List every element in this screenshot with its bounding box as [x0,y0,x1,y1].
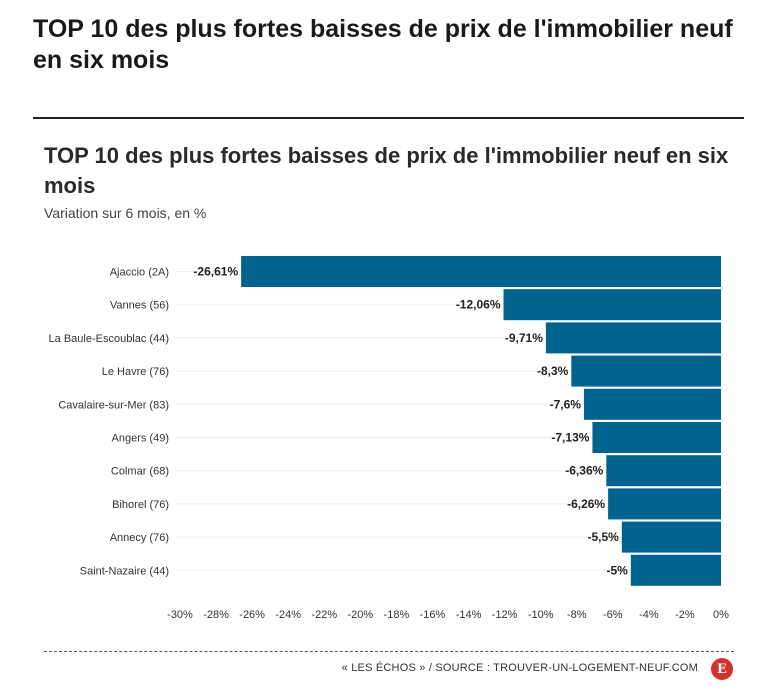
category-label: Ajaccio (2A) [110,267,169,279]
bar [630,554,721,586]
bar [606,455,721,487]
bar [592,422,721,453]
bar [545,322,721,354]
chart-title: TOP 10 des plus fortes baisses de prix d… [44,143,729,198]
bar [571,355,721,387]
bar [621,521,721,553]
x-tick-label: -24% [275,609,301,621]
x-tick-label: -8% [567,609,587,621]
category-label: Le Havre (76) [102,366,169,378]
category-label: Annecy (76) [110,532,169,544]
x-tick-label: -10% [528,609,554,621]
les-echos-logo: E [711,658,733,680]
value-label: -12,06% [456,298,501,312]
bar [583,388,721,420]
x-tick-label: -2% [675,609,695,621]
value-label: -6,26% [567,497,605,511]
x-tick-label: -30% [167,609,193,621]
source-credit: « LES ÉCHOS » / SOURCE : TROUVER-UN-LOGE… [341,662,698,674]
value-label: -6,36% [565,464,603,478]
footer-divider [44,651,734,652]
category-label: Angers (49) [112,433,169,445]
header-divider [33,117,744,119]
category-label: Saint-Nazaire (44) [80,565,169,577]
bar [241,256,721,287]
x-tick-label: -28% [203,609,229,621]
category-label: Colmar (68) [111,466,169,478]
value-label: -5% [606,563,628,577]
value-label: -5,5% [587,530,619,544]
category-label: La Baule-Escoublac (44) [49,333,169,345]
bar [503,289,721,321]
x-tick-label: -20% [347,609,373,621]
x-tick-label: 0% [713,609,729,621]
value-label: -26,61% [193,265,238,279]
category-label: Cavalaire-sur-Mer (83) [58,399,169,411]
category-label: Bihorel (76) [112,499,169,511]
value-label: -7,13% [551,431,589,445]
x-tick-label: -12% [492,609,518,621]
value-label: -9,71% [505,331,543,345]
bar [608,488,721,520]
page-title: TOP 10 des plus fortes baisses de prix d… [33,15,733,74]
x-tick-label: -26% [239,609,265,621]
x-tick-label: -16% [420,609,446,621]
x-tick-label: -14% [456,609,482,621]
category-label: Vannes (56) [110,300,169,312]
x-tick-label: -4% [639,609,659,621]
bar-chart: Ajaccio (2A) -26,61% Vannes (56) -12,06% La … [49,256,729,621]
x-tick-label: -6% [603,609,623,621]
value-label: -7,6% [550,397,582,411]
x-tick-label: -22% [311,609,337,621]
value-label: -8,3% [537,364,569,378]
x-tick-label: -18% [384,609,410,621]
chart-subtitle: Variation sur 6 mois, en % [44,205,207,221]
